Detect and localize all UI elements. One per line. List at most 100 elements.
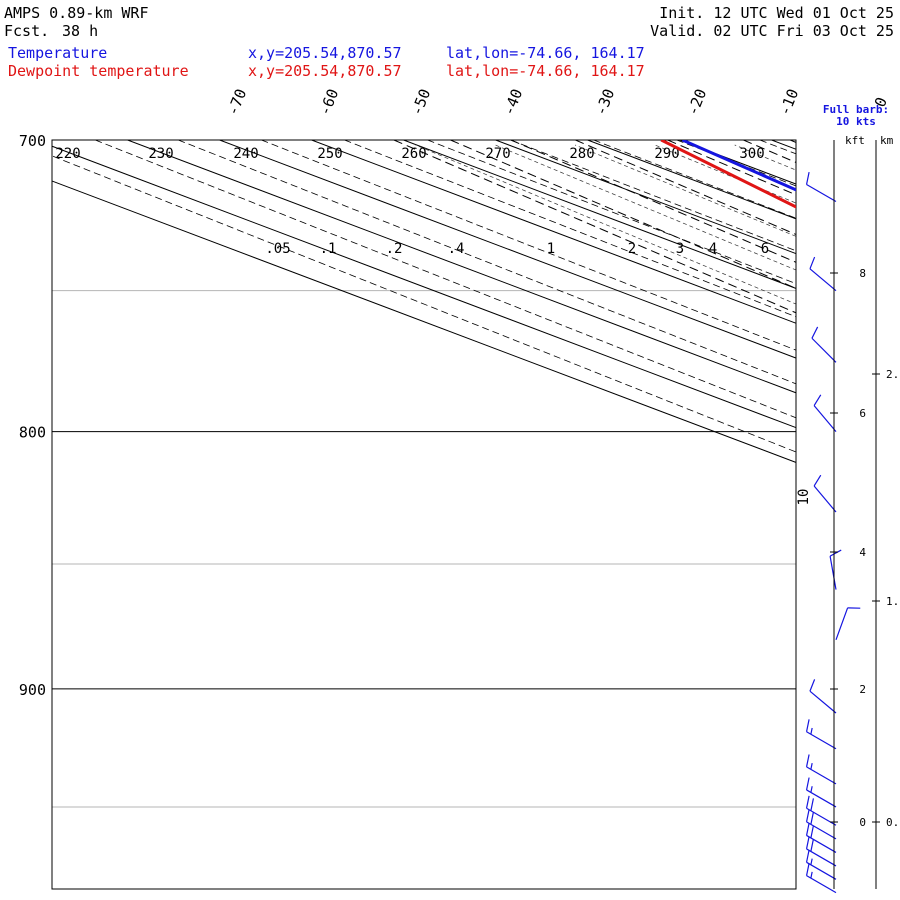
wind-barb-flag bbox=[805, 754, 810, 767]
axis-labels: 7008009001000-70-60-50-40-30-20-10022023… bbox=[19, 86, 891, 699]
dry-adiabat-line bbox=[261, 140, 796, 351]
mixing-ratio-label: .1 bbox=[320, 241, 337, 257]
wind-barb-flag bbox=[805, 863, 810, 876]
wind-barb-half-flag bbox=[810, 858, 813, 865]
temperature-label: -50 bbox=[408, 86, 435, 118]
km-axis-label: km bbox=[880, 134, 894, 147]
wind-barb bbox=[805, 795, 837, 826]
dry-adiabat-line bbox=[510, 140, 796, 252]
wind-barb-staff bbox=[809, 690, 837, 714]
wind-barb-flag bbox=[813, 394, 822, 406]
theta-label: 250 bbox=[317, 146, 342, 162]
wind-barb bbox=[809, 679, 837, 714]
wind-barb bbox=[805, 809, 837, 840]
km-tick-label: 2. bbox=[886, 368, 899, 381]
temperature-label: -10 bbox=[776, 86, 803, 118]
theta-label: 260 bbox=[401, 146, 426, 162]
legend-dewpoint-label: Dewpoint temperature bbox=[8, 62, 189, 80]
wind-barb-staff bbox=[809, 268, 837, 292]
isotherm-line bbox=[403, 140, 796, 289]
dry-adiabat-line bbox=[427, 140, 796, 285]
wind-barb-flag bbox=[805, 809, 810, 823]
mixing-ratio-label: 6 bbox=[761, 241, 769, 257]
legend-dewpoint-latlon: lat,lon=-74.66, 164.17 bbox=[446, 62, 645, 80]
forecast-label: Fcst. bbox=[4, 22, 50, 40]
moist-adiabat-line bbox=[415, 144, 796, 305]
mixing-ratio-label: .05 bbox=[265, 241, 290, 257]
dry-adiabat-line bbox=[52, 155, 796, 453]
wind-barb-half-flag bbox=[810, 871, 813, 879]
wind-barb-staff bbox=[806, 766, 837, 785]
isotherm-line bbox=[52, 180, 796, 463]
wind-barb bbox=[805, 863, 837, 894]
model-title: AMPS 0.89-km WRF bbox=[4, 4, 149, 22]
isotherm-line bbox=[311, 140, 796, 324]
wind-barb-flag bbox=[809, 679, 816, 692]
init-time: Init. 12 UTC Wed 01 Oct 25 bbox=[659, 4, 894, 22]
plot-frame bbox=[51, 139, 797, 890]
pressure-label-700: 700 bbox=[19, 132, 46, 150]
moist-adiabat-line bbox=[574, 144, 796, 237]
wind-barb-staff bbox=[806, 848, 837, 867]
mixing-ratio-line bbox=[790, 140, 796, 144]
theta-label: 280 bbox=[569, 146, 594, 162]
wind-barb-staff bbox=[806, 875, 837, 894]
legend-dewpoint-coords: x,y=205.54,870.57 bbox=[248, 62, 402, 80]
moist-adiabat-line bbox=[495, 144, 796, 271]
temperature-label: -70 bbox=[224, 86, 251, 118]
wind-barb-flag bbox=[810, 838, 815, 852]
km-tick-label: 1. bbox=[886, 595, 899, 608]
wind-barb-staff bbox=[806, 834, 837, 853]
dry-adiabat-line bbox=[759, 140, 796, 155]
isotherm-line bbox=[495, 140, 796, 255]
theta-label: 300 bbox=[739, 146, 764, 162]
mixing-ratio-line bbox=[510, 140, 796, 263]
wind-barb-flag bbox=[805, 719, 810, 732]
isotherm-line bbox=[127, 140, 796, 394]
mixing-ratio-label: .4 bbox=[448, 241, 465, 257]
wind-barb bbox=[809, 256, 837, 292]
height-axis: 0 2 4 6 8 0. 1. 2. bbox=[830, 140, 899, 889]
mixing-ratio-label: 3 bbox=[676, 241, 684, 257]
theta-label: 220 bbox=[55, 146, 80, 162]
kft-tick-label: 2 bbox=[859, 683, 866, 696]
wind-barb-staff bbox=[806, 789, 837, 808]
theta-label: 230 bbox=[148, 146, 173, 162]
wind-barb-flag bbox=[805, 795, 810, 809]
wind-barb-flag bbox=[809, 256, 816, 270]
isotherm-line bbox=[864, 140, 900, 889]
isotherm-line bbox=[771, 140, 796, 150]
kft-axis-label: kft bbox=[845, 134, 865, 147]
legend-temperature-label: Temperature bbox=[8, 44, 108, 62]
wind-barb-flag bbox=[805, 777, 810, 791]
background-lines bbox=[52, 140, 900, 889]
wind-barb bbox=[805, 754, 837, 785]
wind-barb-staff bbox=[806, 184, 837, 203]
temperature-label: -20 bbox=[684, 86, 711, 118]
moist-adiabat-line bbox=[654, 144, 796, 204]
wind-barb-flag bbox=[805, 849, 810, 863]
mixing-ratio-label: 4 bbox=[709, 241, 717, 257]
dry-adiabat-line bbox=[593, 140, 796, 219]
wind-barb-flag bbox=[805, 822, 810, 836]
pressure-label-800: 800 bbox=[19, 424, 46, 442]
wind-barb bbox=[811, 326, 837, 363]
profiles bbox=[660, 140, 796, 209]
forecast-hours: 38 h bbox=[62, 22, 99, 40]
mixing-ratio-label: .2 bbox=[386, 241, 403, 257]
wind-barb bbox=[805, 836, 837, 867]
barb-legend-line2: 10 kts bbox=[836, 115, 876, 128]
moist-adiabat-line bbox=[734, 144, 796, 171]
wind-barb-flag bbox=[810, 811, 815, 825]
wind-barb bbox=[805, 849, 837, 880]
theta-label: 290 bbox=[654, 146, 679, 162]
temperature-label: -60 bbox=[316, 86, 343, 118]
moist-adiabat-line bbox=[894, 145, 900, 889]
pressure-label-900: 900 bbox=[19, 681, 46, 699]
mixing-ratio-label: 2 bbox=[628, 241, 636, 257]
barb-legend-line1: Full barb: bbox=[823, 103, 889, 116]
wind-barb-flag bbox=[810, 825, 815, 839]
wind-barb-staff bbox=[806, 821, 837, 840]
wind-barb-half-flag bbox=[810, 786, 813, 793]
